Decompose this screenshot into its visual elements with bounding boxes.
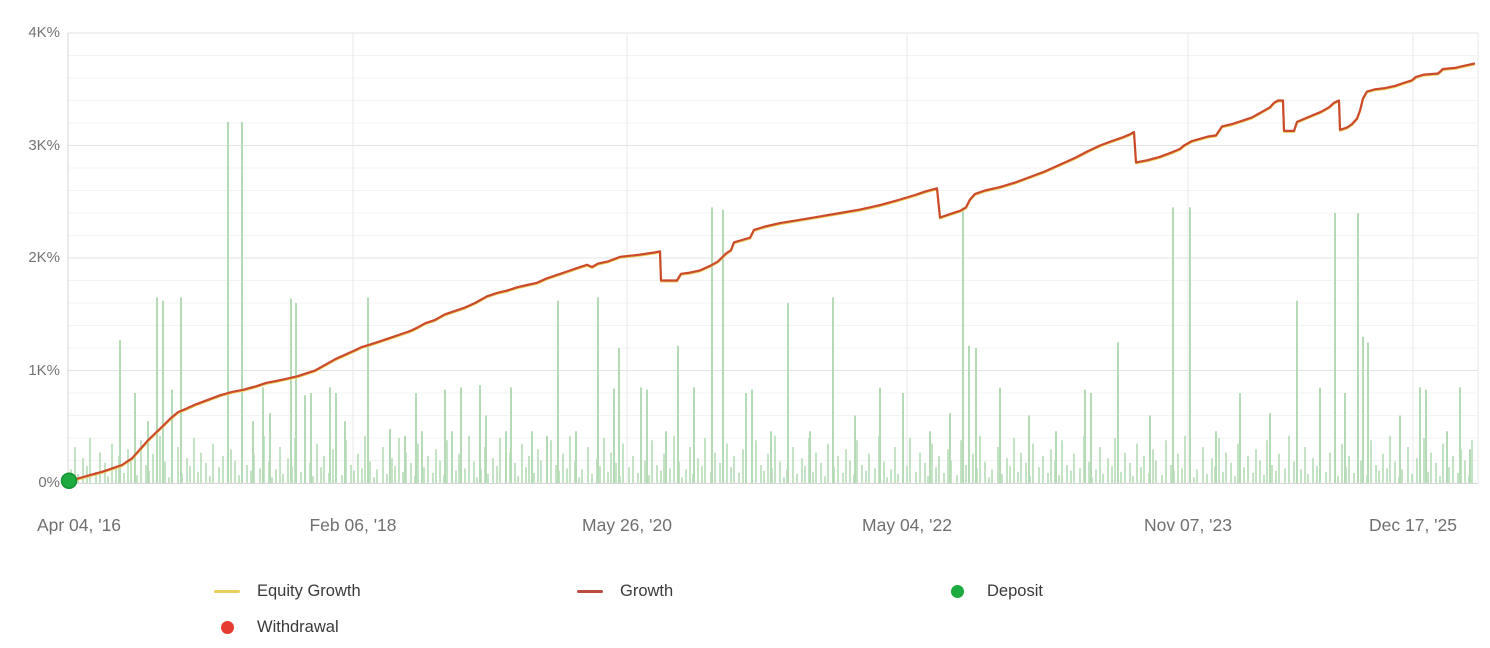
chart-canvas	[60, 32, 1479, 489]
growth-chart-panel: 0% 1K% 2K% 3K% 4K% Apr 04, '16 Feb 06, '18 May…	[28, 24, 1479, 535]
legend-label-withdrawal: Withdrawal	[257, 617, 339, 636]
legend-item-growth[interactable]: Growth	[577, 576, 673, 606]
x-axis-tick-label: May 04, '22	[862, 515, 952, 535]
axis-lines	[67, 33, 1479, 484]
y-axis-tick-label: 1K%	[28, 361, 60, 379]
legend-label-deposit: Deposit	[987, 581, 1043, 600]
legend-item-withdrawal[interactable]: Withdrawal	[214, 612, 339, 642]
equity-growth-line-marker	[214, 589, 240, 593]
y-axis-tick-label: 2K%	[28, 249, 60, 266]
legend-item-equity-growth[interactable]: Equity Growth	[214, 576, 361, 606]
legend-label-equity-growth: Equity Growth	[257, 581, 361, 600]
chart-legend: Equity Growth Growth Deposit Withdrawal	[0, 570, 1490, 648]
legend-label-growth: Growth	[620, 581, 674, 600]
x-axis-tick-label: Nov 07, '23	[1144, 515, 1232, 535]
x-axis-tick-label: May 26, '20	[582, 515, 672, 535]
y-axis-tick-label: 4K%	[28, 24, 60, 41]
legend-item-deposit[interactable]: Deposit	[944, 576, 1043, 606]
x-axis-tick-label: Feb 06, '18	[309, 515, 397, 535]
deposit-dot-marker	[944, 584, 970, 598]
growth-line-marker	[577, 589, 603, 593]
deposit-marker	[60, 472, 78, 489]
y-axis-tick-label: 0%	[38, 474, 60, 491]
x-axis-tick-label: Dec 17, '25	[1369, 515, 1457, 535]
growth-line	[67, 62, 1476, 482]
x-axis-tick-label: Apr 04, '16	[36, 515, 122, 535]
withdrawal-dot-marker	[214, 620, 240, 634]
gridlines	[68, 32, 1478, 483]
volume-bars-layer	[70, 121, 1473, 483]
y-axis-tick-label: 3K%	[28, 136, 60, 154]
equity-growth-line	[67, 63, 1476, 483]
